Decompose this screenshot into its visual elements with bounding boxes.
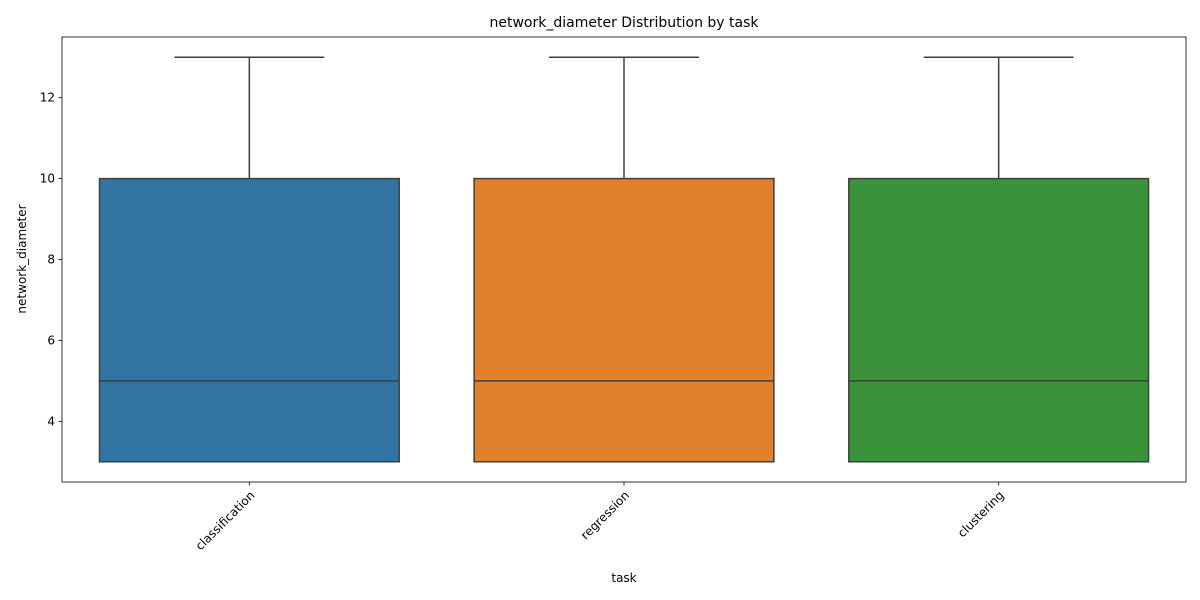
y-tick-label: 8 bbox=[47, 253, 55, 267]
plot-area bbox=[98, 56, 1150, 463]
y-tick-label: 4 bbox=[47, 414, 55, 428]
y-tick-label: 6 bbox=[47, 333, 55, 347]
box-group-classification bbox=[98, 56, 400, 463]
x-axis-label: task bbox=[611, 571, 636, 585]
box-classification bbox=[98, 177, 400, 463]
y-tick-label: 10 bbox=[40, 172, 55, 186]
box-group-regression bbox=[473, 56, 775, 463]
y-axis-label: network_diameter bbox=[15, 204, 29, 313]
box-regression bbox=[473, 177, 775, 463]
box-group-clustering bbox=[848, 56, 1150, 463]
y-tick-label: 12 bbox=[40, 91, 55, 105]
box-clustering bbox=[848, 177, 1150, 463]
chart-title: network_diameter Distribution by task bbox=[490, 15, 760, 31]
